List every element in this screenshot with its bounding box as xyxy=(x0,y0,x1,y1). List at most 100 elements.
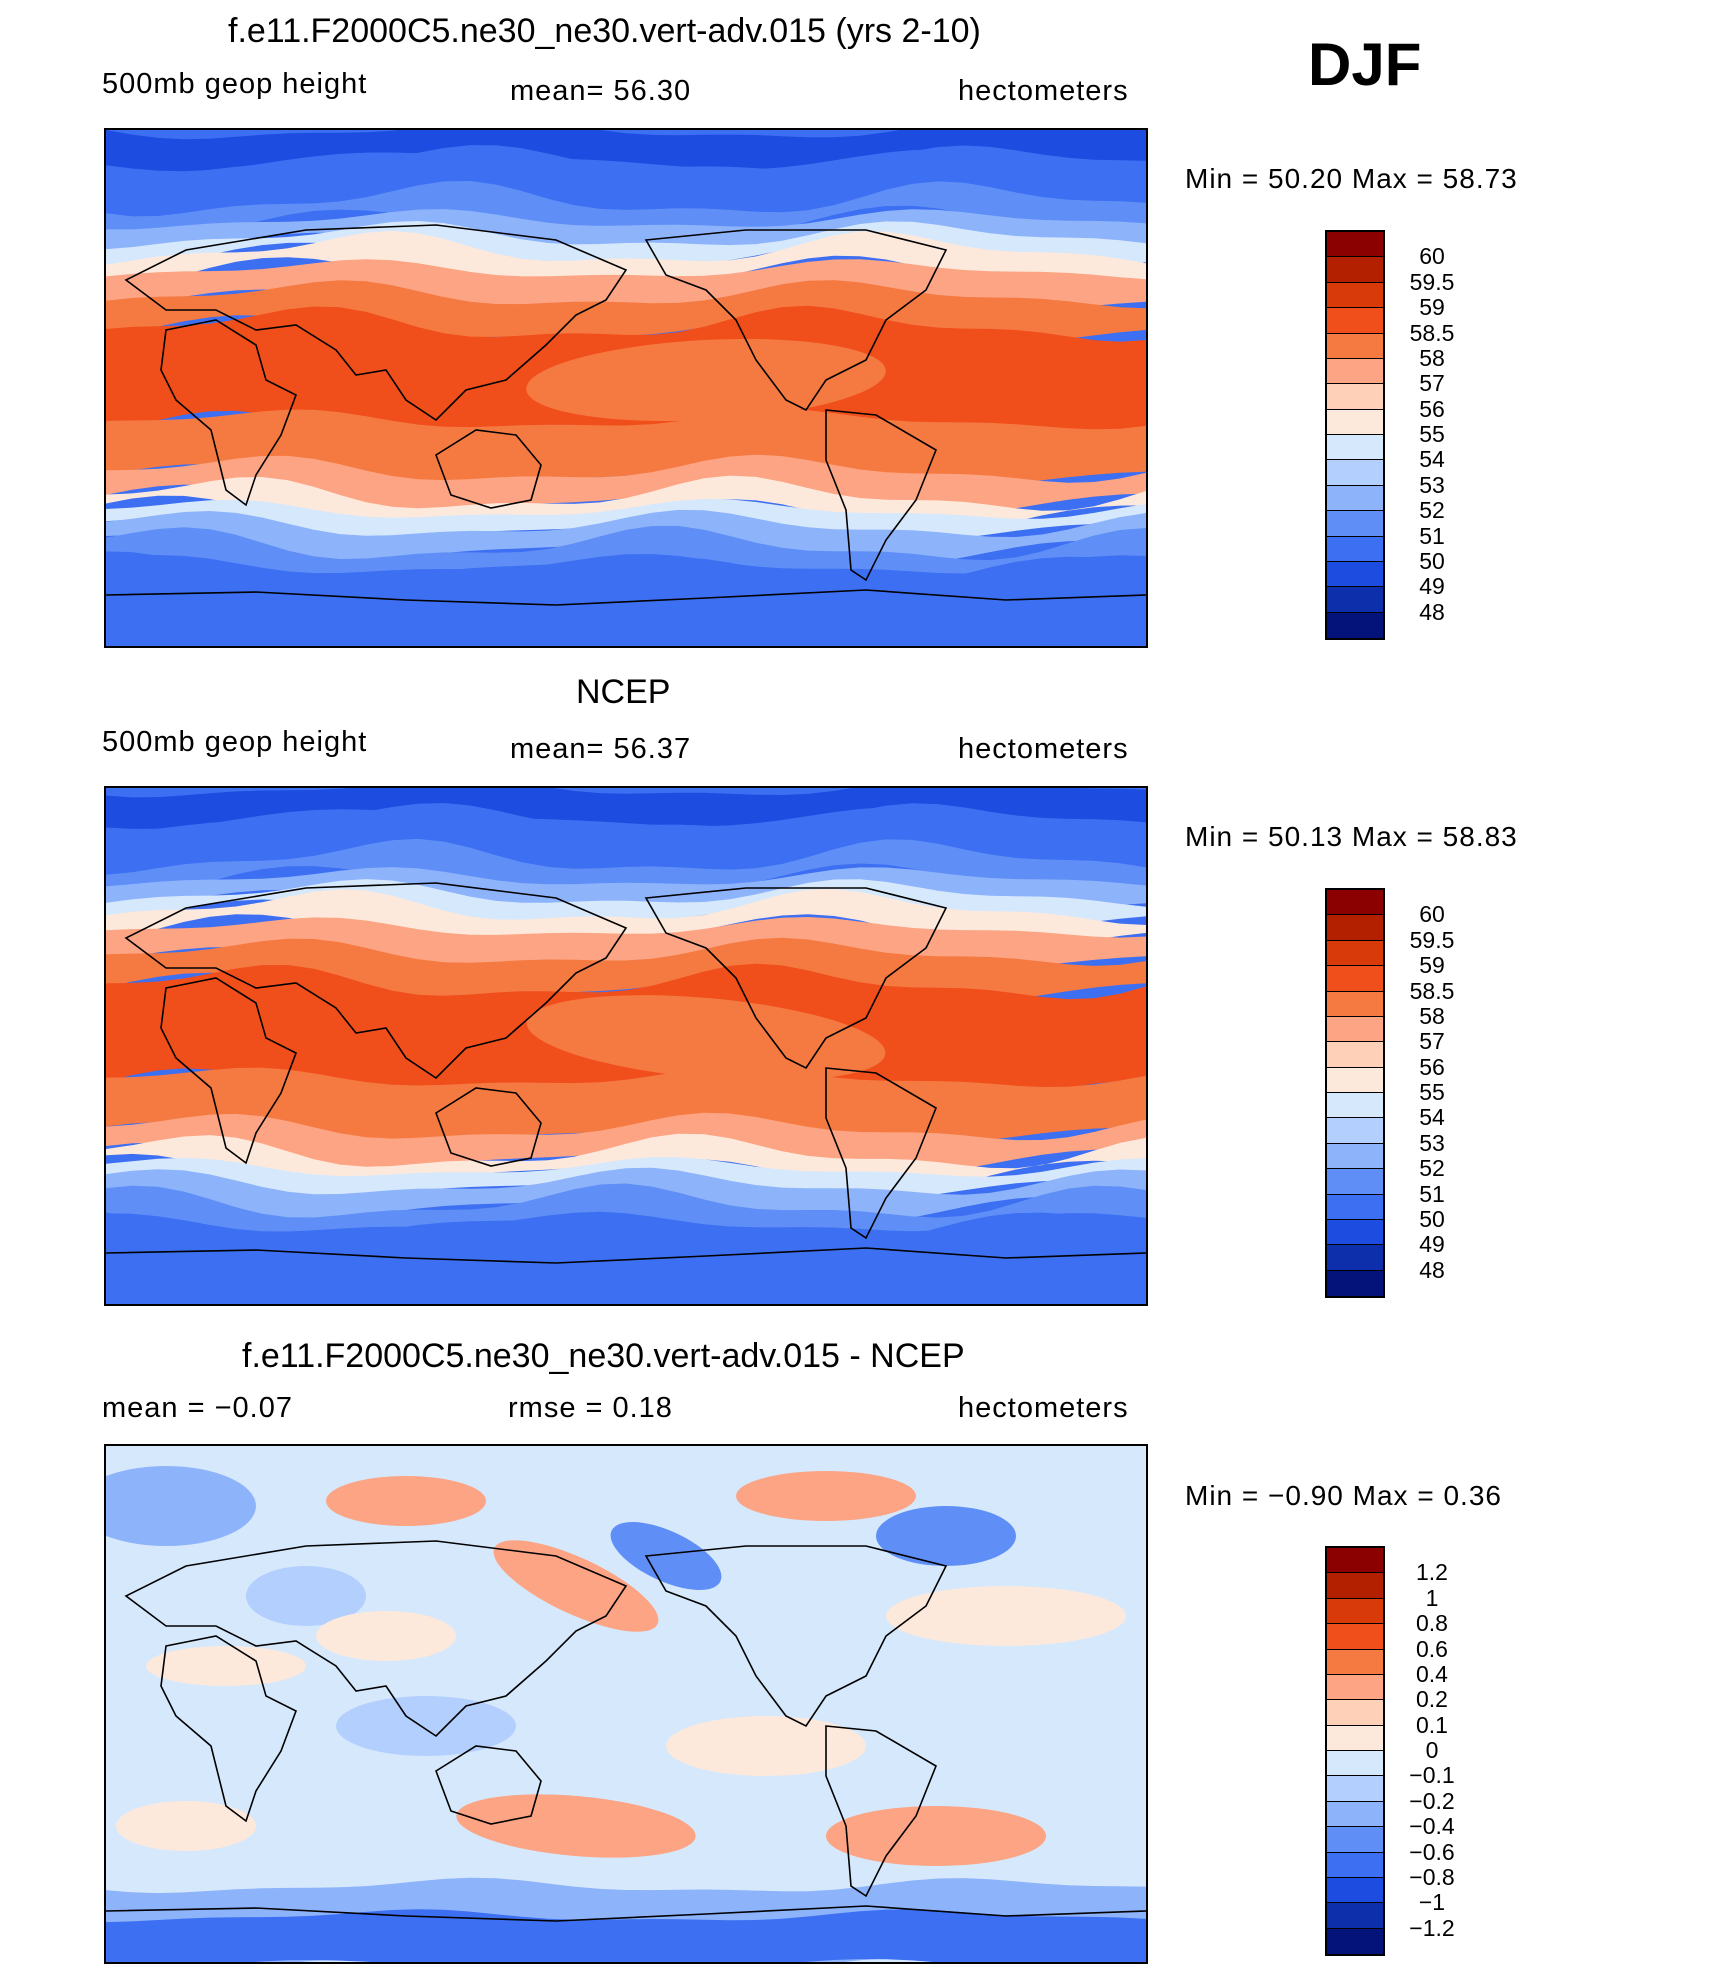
panel-1-mean-label: mean= 56.30 xyxy=(510,75,692,107)
colorbar-swatch xyxy=(1327,1118,1383,1144)
colorbar-tick-label: 0 xyxy=(1425,1737,1439,1763)
coastline xyxy=(106,1247,1146,1264)
panel-3-units-label: hectometers xyxy=(958,1392,1129,1424)
coastline xyxy=(124,224,628,422)
colorbar-tick-label: 50 xyxy=(1419,547,1445,574)
colorbar-swatch xyxy=(1327,612,1383,638)
panel-1-variable-label: 500mb geop height xyxy=(102,68,368,100)
contour-band xyxy=(106,230,1146,292)
colorbar-swatch xyxy=(1327,915,1383,941)
colorbar-tick-label: 51 xyxy=(1419,1180,1445,1207)
coastline xyxy=(825,409,937,582)
colorbar-swatch xyxy=(1327,460,1383,486)
colorbar-swatch xyxy=(1327,257,1383,283)
colorbar-swatch xyxy=(1327,1649,1383,1675)
colorbar-tick-label: 0.6 xyxy=(1416,1635,1448,1662)
colorbar-tick-label: 57 xyxy=(1419,370,1445,397)
colorbar-tick-label: −0.4 xyxy=(1409,1813,1455,1840)
colorbar-tick-label: 55 xyxy=(1419,421,1445,447)
coastline xyxy=(825,1067,937,1240)
colorbar-swatch xyxy=(1327,1852,1383,1878)
colorbar-tick-label: 59.5 xyxy=(1409,268,1455,295)
contour-band xyxy=(106,181,1146,245)
colorbar-tick-label: 60 xyxy=(1419,243,1445,270)
contour-band xyxy=(106,145,1146,221)
coastline xyxy=(124,882,628,1080)
contour-band xyxy=(106,209,1146,253)
colorbar-tick-label: 54 xyxy=(1419,1104,1445,1131)
colorbar-swatch xyxy=(1327,1573,1383,1599)
contour-band xyxy=(106,1112,1146,1174)
anomaly-blob xyxy=(876,1506,1016,1566)
panel-1-colorbar xyxy=(1325,230,1385,640)
contour-band xyxy=(106,803,1146,878)
colorbar-swatch xyxy=(1327,1598,1383,1625)
colorbar-swatch xyxy=(1327,1725,1383,1751)
colorbar-swatch xyxy=(1327,1624,1383,1650)
colorbar-tick-label: −0.1 xyxy=(1409,1762,1455,1789)
panel-2-units-label: hectometers xyxy=(958,733,1129,765)
anomaly-blob xyxy=(456,1794,696,1858)
colorbar-tick-label: 53 xyxy=(1419,1129,1445,1156)
colorbar-tick-label: 57 xyxy=(1419,1028,1445,1055)
panel-2-variable-label: 500mb geop height xyxy=(102,726,368,758)
colorbar-swatch xyxy=(1327,1042,1383,1068)
colorbar-tick-label: 59 xyxy=(1419,294,1445,321)
colorbar-swatch xyxy=(1327,1674,1383,1701)
coastline xyxy=(435,429,542,509)
colorbar-swatch xyxy=(1327,1143,1383,1170)
colorbar-tick-label: 60 xyxy=(1419,901,1445,928)
colorbar-tick-label: 59.5 xyxy=(1409,926,1455,953)
colorbar-swatch xyxy=(1327,282,1383,309)
panel-1-title: f.e11.F2000C5.ne30_ne30.vert-adv.015 (yr… xyxy=(228,12,981,50)
colorbar-swatch xyxy=(1327,940,1383,967)
contour-band xyxy=(106,554,1146,646)
panel-1-units-label: hectometers xyxy=(958,75,1129,107)
anomaly-blob xyxy=(116,1801,256,1851)
colorbar-tick-label: 49 xyxy=(1419,1231,1445,1258)
panel-2-map-svg xyxy=(106,788,1146,1304)
colorbar-tick-label: 59 xyxy=(1419,952,1445,979)
colorbar-swatch xyxy=(1327,587,1383,613)
contour-band xyxy=(106,454,1146,515)
colorbar-tick-label: 0.8 xyxy=(1416,1610,1448,1637)
colorbar-swatch xyxy=(1327,890,1383,916)
anomaly-blob xyxy=(610,1521,722,1591)
contour-band xyxy=(106,867,1146,910)
panel-2-map xyxy=(104,786,1148,1306)
panel-3-mean-label: mean = −0.07 xyxy=(102,1392,293,1424)
colorbar-tick-label: 55 xyxy=(1419,1079,1445,1105)
coastline xyxy=(160,977,298,1165)
anomaly-blob xyxy=(736,1471,916,1521)
coastline xyxy=(644,229,948,412)
panel-3-map xyxy=(104,1444,1148,1964)
colorbar-swatch xyxy=(1327,966,1383,992)
panel-1-map-svg xyxy=(106,130,1146,646)
colorbar-tick-label: 53 xyxy=(1419,471,1445,498)
colorbar-tick-label: 48 xyxy=(1419,1256,1445,1283)
colorbar-tick-label: 56 xyxy=(1419,395,1445,422)
anomaly-blob xyxy=(826,1806,1046,1866)
colorbar-swatch xyxy=(1327,435,1383,461)
coastline xyxy=(124,1540,628,1738)
colorbar-swatch xyxy=(1327,536,1383,562)
coastline xyxy=(644,1545,948,1728)
colorbar-tick-label: 0.1 xyxy=(1416,1711,1448,1738)
anomaly-blob xyxy=(886,1586,1126,1646)
contour-band xyxy=(106,889,1146,950)
contour-band xyxy=(106,408,1146,486)
colorbar-swatch xyxy=(1327,232,1383,258)
colorbar-swatch xyxy=(1327,1928,1383,1954)
panel-2-colorbar xyxy=(1325,888,1385,1298)
colorbar-swatch xyxy=(1327,485,1383,512)
colorbar-swatch xyxy=(1327,384,1383,410)
coastline xyxy=(106,589,1146,606)
colorbar-swatch xyxy=(1327,308,1383,334)
coastline xyxy=(644,887,948,1070)
panel-2-title: NCEP xyxy=(576,673,671,711)
colorbar-swatch xyxy=(1327,1270,1383,1296)
colorbar-swatch xyxy=(1327,1194,1383,1220)
anomaly-blob xyxy=(336,1696,516,1756)
colorbar-swatch xyxy=(1327,1548,1383,1574)
coastline xyxy=(435,1745,542,1825)
